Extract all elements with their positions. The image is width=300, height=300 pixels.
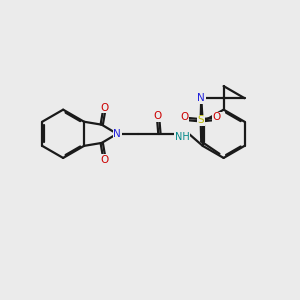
Text: O: O <box>180 112 189 122</box>
Text: O: O <box>100 155 109 165</box>
Text: NH: NH <box>175 132 190 142</box>
Text: N: N <box>113 129 121 139</box>
Text: N: N <box>197 93 205 103</box>
Text: O: O <box>213 112 221 122</box>
Text: O: O <box>100 103 109 112</box>
Text: O: O <box>154 111 162 121</box>
Text: S: S <box>197 115 204 125</box>
